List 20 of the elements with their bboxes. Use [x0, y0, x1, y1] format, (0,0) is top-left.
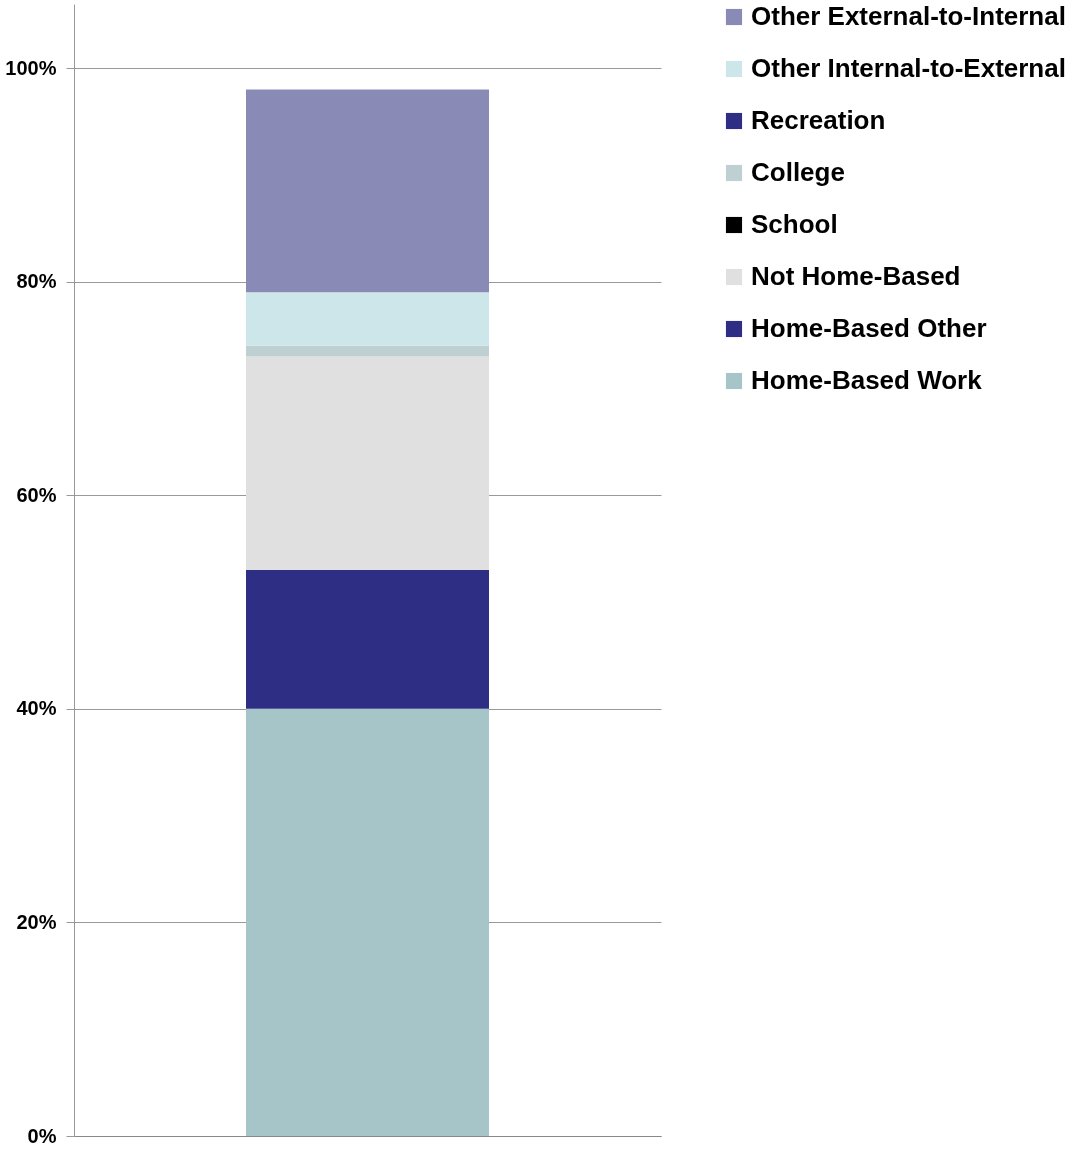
legend-label: School: [751, 209, 838, 239]
legend-label: Home-Based Other: [751, 313, 987, 343]
legend-label: Other Internal-to-External: [751, 53, 1066, 83]
legend-label: College: [751, 157, 845, 187]
bar: [246, 356, 489, 570]
y-tick-label: 100%: [5, 56, 57, 79]
y-tick-label: 40%: [16, 697, 57, 720]
bar: [246, 89, 489, 293]
bar: [246, 570, 489, 709]
legend-label: Other External-to-Internal: [751, 1, 1066, 31]
legend-label: Recreation: [751, 105, 886, 135]
y-tick-label: 80%: [16, 270, 57, 293]
legend-label: Home-Based Work: [751, 365, 983, 395]
bar: [246, 292, 489, 346]
bar: [246, 708, 489, 1136]
bar: [246, 345, 489, 357]
y-tick-label: 20%: [16, 910, 57, 933]
legend-label: Not Home-Based: [751, 261, 961, 291]
y-tick-label: 60%: [16, 483, 57, 506]
y-tick-label: 0%: [27, 1124, 57, 1147]
